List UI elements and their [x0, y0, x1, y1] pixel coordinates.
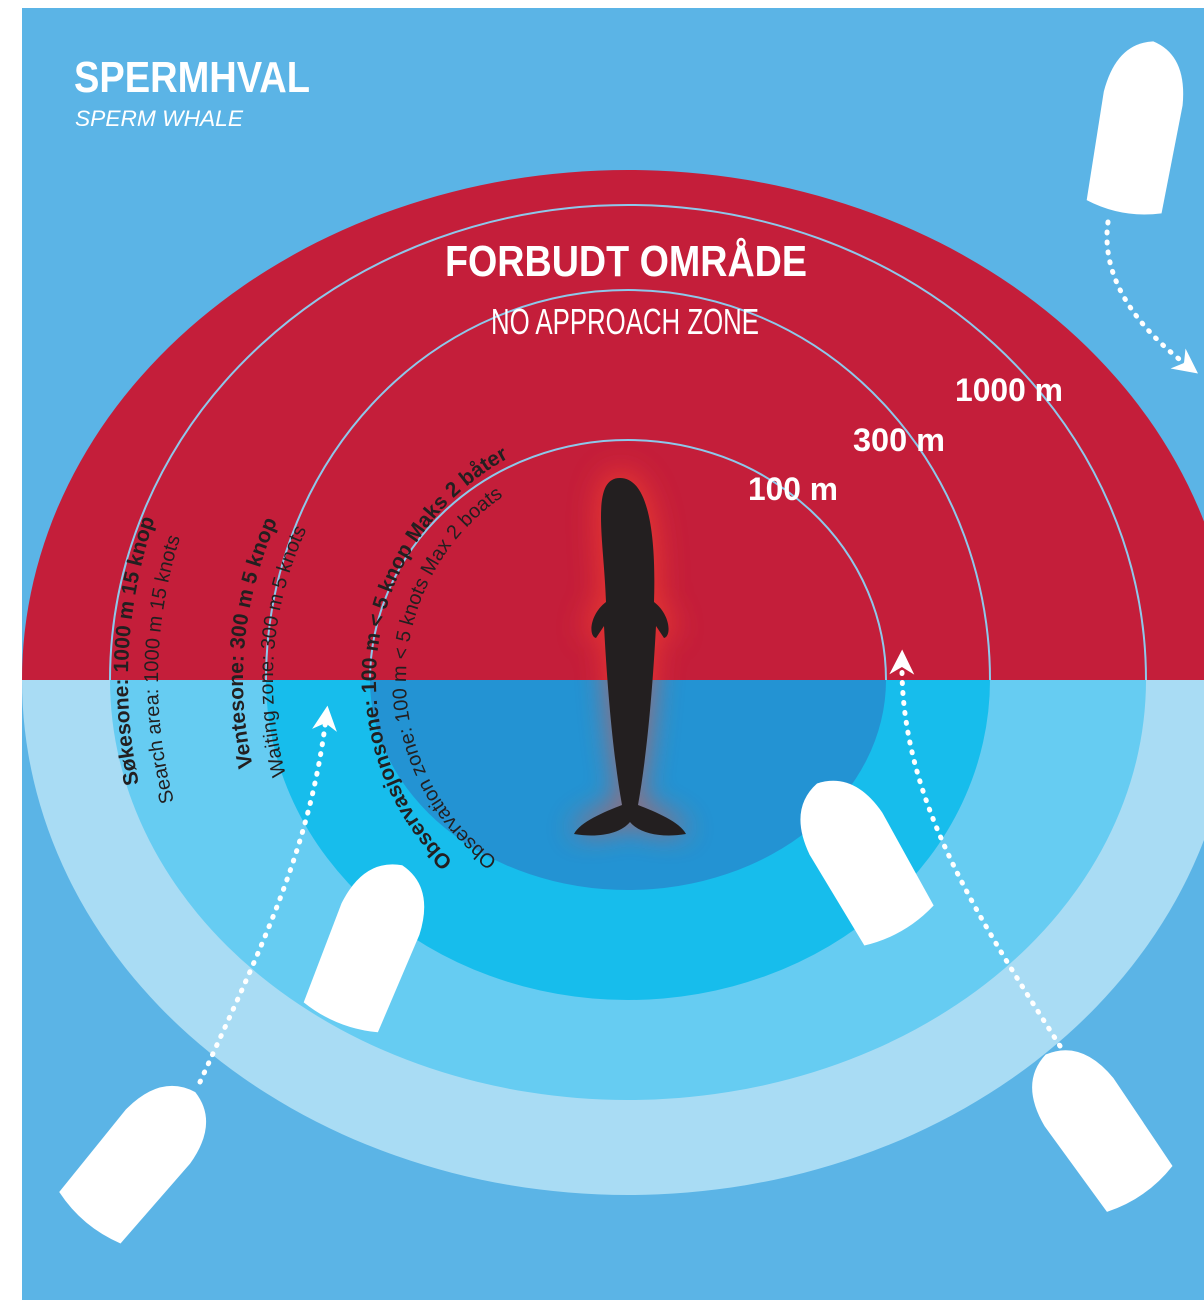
- page: { "header": {"title": "SPERMHVAL", "subt…: [0, 0, 1204, 1303]
- distance-label: 300 m: [853, 422, 945, 458]
- title: SPERMHVAL: [74, 53, 310, 102]
- distance-label: 1000 m: [955, 372, 1063, 408]
- zone-subtitle: NO APPROACH ZONE: [491, 301, 759, 342]
- diagram: SPERMHVAL SPERM WHALE FORBUDT OMRÅDE NO …: [0, 0, 1204, 1303]
- distance-label: 100 m: [748, 471, 838, 507]
- subtitle: SPERM WHALE: [75, 106, 243, 131]
- zone-title: FORBUDT OMRÅDE: [445, 237, 807, 286]
